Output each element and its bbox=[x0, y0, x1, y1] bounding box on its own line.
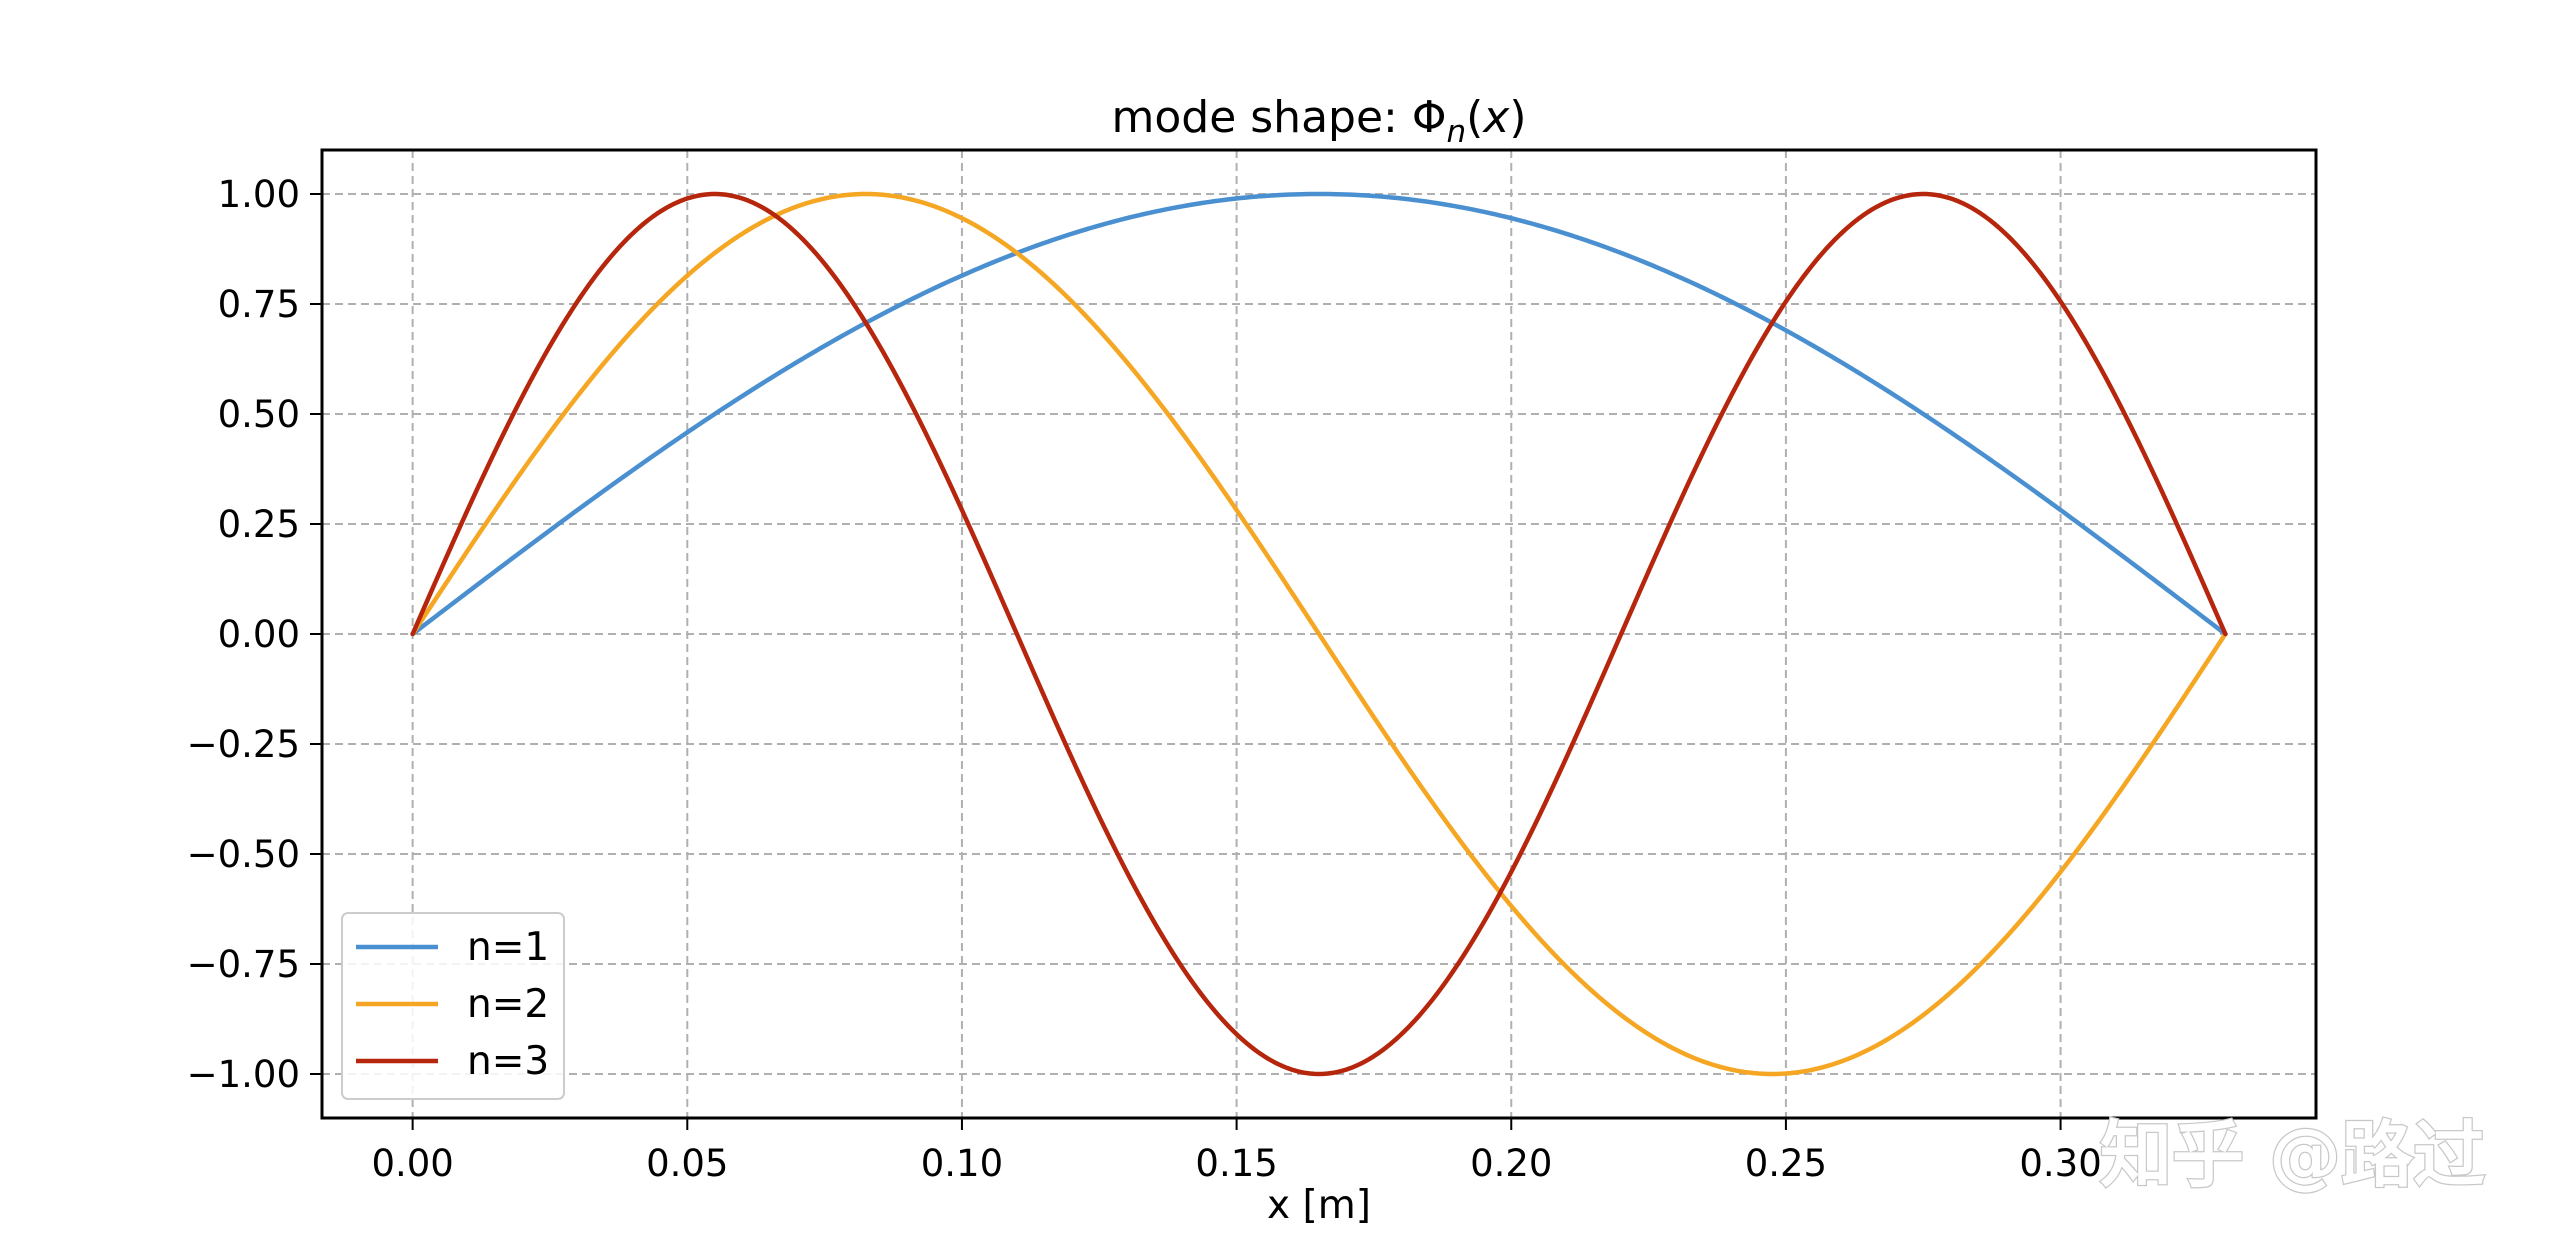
chart-title: mode shape: Φn(x) bbox=[1111, 92, 1526, 150]
y-tick-label: 0.75 bbox=[218, 283, 300, 326]
series-line-n=1 bbox=[410, 191, 2228, 637]
legend-label: n=2 bbox=[467, 982, 549, 1027]
y-tick-label: −0.50 bbox=[187, 833, 300, 876]
legend-label: n=3 bbox=[467, 1039, 549, 1084]
series-line-n=3 bbox=[410, 191, 2228, 1077]
legend-box bbox=[341, 912, 565, 1100]
y-tick-label: 0.25 bbox=[218, 503, 300, 546]
watermark: 知乎 @路过 bbox=[2100, 1113, 2485, 1197]
y-tick-label: −0.75 bbox=[187, 943, 300, 986]
y-axis-ticks: 1.00 0.75 0.50 0.25 0.00 −0.25 −0.50 −0.75 −1.00 bbox=[187, 173, 322, 1096]
x-axis-ticks: 0.00 0.05 0.10 0.15 0.20 0.25 0.30 bbox=[371, 1118, 2102, 1185]
grid bbox=[322, 150, 2316, 1118]
series-line-n=2 bbox=[410, 191, 2228, 1077]
legend-label: n=1 bbox=[467, 925, 549, 970]
x-tick-label: 0.05 bbox=[646, 1142, 728, 1185]
x-tick-label: 0.00 bbox=[371, 1142, 453, 1185]
x-tick-label: 0.30 bbox=[2019, 1142, 2101, 1185]
x-tick-label: 0.20 bbox=[1470, 1142, 1552, 1185]
y-tick-label: 0.50 bbox=[218, 393, 300, 436]
y-tick-label: 0.00 bbox=[218, 613, 300, 656]
x-axis-title: x [m] bbox=[1267, 1183, 1371, 1228]
series-lines bbox=[410, 191, 2228, 1077]
x-tick-label: 0.15 bbox=[1195, 1142, 1277, 1185]
y-tick-label: −1.00 bbox=[187, 1053, 300, 1096]
x-tick-label: 0.25 bbox=[1745, 1142, 1827, 1185]
y-tick-label: −0.25 bbox=[187, 723, 300, 766]
y-tick-label: 1.00 bbox=[218, 173, 300, 216]
x-tick-label: 0.10 bbox=[921, 1142, 1003, 1185]
legend: n=1 n=2 n=3 bbox=[341, 912, 565, 1100]
